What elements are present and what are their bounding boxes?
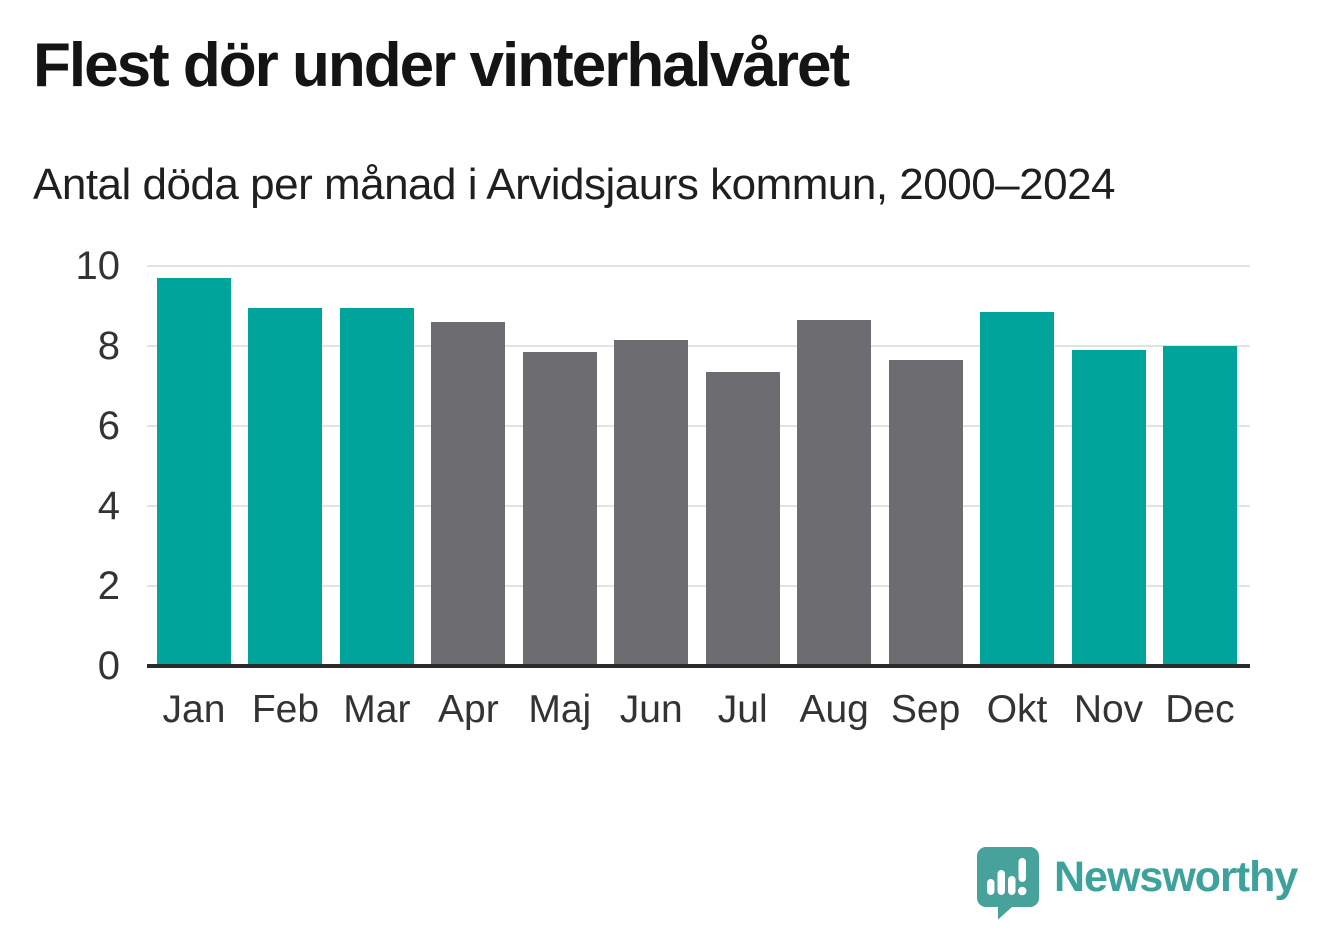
bar-nov — [1071, 350, 1146, 666]
chart-subtitle: Antal döda per månad i Arvidsjaurs kommu… — [33, 160, 1116, 209]
bar-aug — [797, 320, 872, 666]
brand-name: Newsworthy — [1054, 853, 1298, 901]
y-tick-10: 10 — [75, 244, 121, 288]
bar-apr — [431, 322, 506, 666]
brand-footer: Newsworthy — [976, 846, 1298, 920]
newsworthy-logo-icon — [977, 847, 1039, 920]
x-label-nov: Nov — [1073, 688, 1144, 731]
bar-jul — [705, 372, 780, 666]
x-label-feb: Feb — [251, 688, 320, 731]
gridline-2 — [147, 585, 1250, 587]
x-label-apr: Apr — [437, 688, 499, 731]
logo-exclamation-dot — [1017, 886, 1027, 896]
x-axis-line — [147, 664, 1250, 668]
bar-okt — [980, 312, 1055, 666]
x-label-mar: Mar — [343, 688, 411, 731]
x-label-jul: Jul — [717, 688, 768, 731]
x-label-jan: Jan — [162, 688, 226, 731]
logo-bar-small — [987, 879, 995, 895]
plot-area — [147, 265, 1250, 668]
x-label-dec: Dec — [1165, 688, 1235, 731]
gridline-6 — [147, 425, 1250, 427]
gridline-8 — [147, 345, 1250, 347]
bar-jan — [157, 278, 231, 666]
y-tick-6: 6 — [97, 404, 120, 448]
x-label-jun: Jun — [619, 688, 683, 731]
logo-bar-medium — [1008, 876, 1016, 895]
chart-title: Flest dör under vinterhalvåret — [33, 31, 850, 100]
bar-feb — [248, 308, 323, 666]
bar-maj — [522, 352, 597, 666]
logo-bar-tall — [997, 870, 1005, 895]
bar-dec — [1162, 346, 1237, 666]
x-label-maj: Maj — [528, 688, 592, 731]
y-tick-8: 8 — [97, 324, 120, 368]
y-tick-4: 4 — [97, 484, 120, 528]
x-label-aug: Aug — [799, 688, 869, 731]
x-label-okt: Okt — [986, 688, 1048, 731]
y-tick-2: 2 — [97, 564, 120, 608]
bar-jun — [614, 340, 689, 666]
gridline-10 — [147, 265, 1250, 267]
gridline-4 — [147, 505, 1250, 507]
y-tick-0: 0 — [97, 644, 120, 688]
bar-mar — [339, 308, 414, 666]
logo-exclamation-stem — [1018, 858, 1026, 882]
bar-sep — [888, 360, 963, 666]
x-label-sep: Sep — [890, 688, 961, 731]
